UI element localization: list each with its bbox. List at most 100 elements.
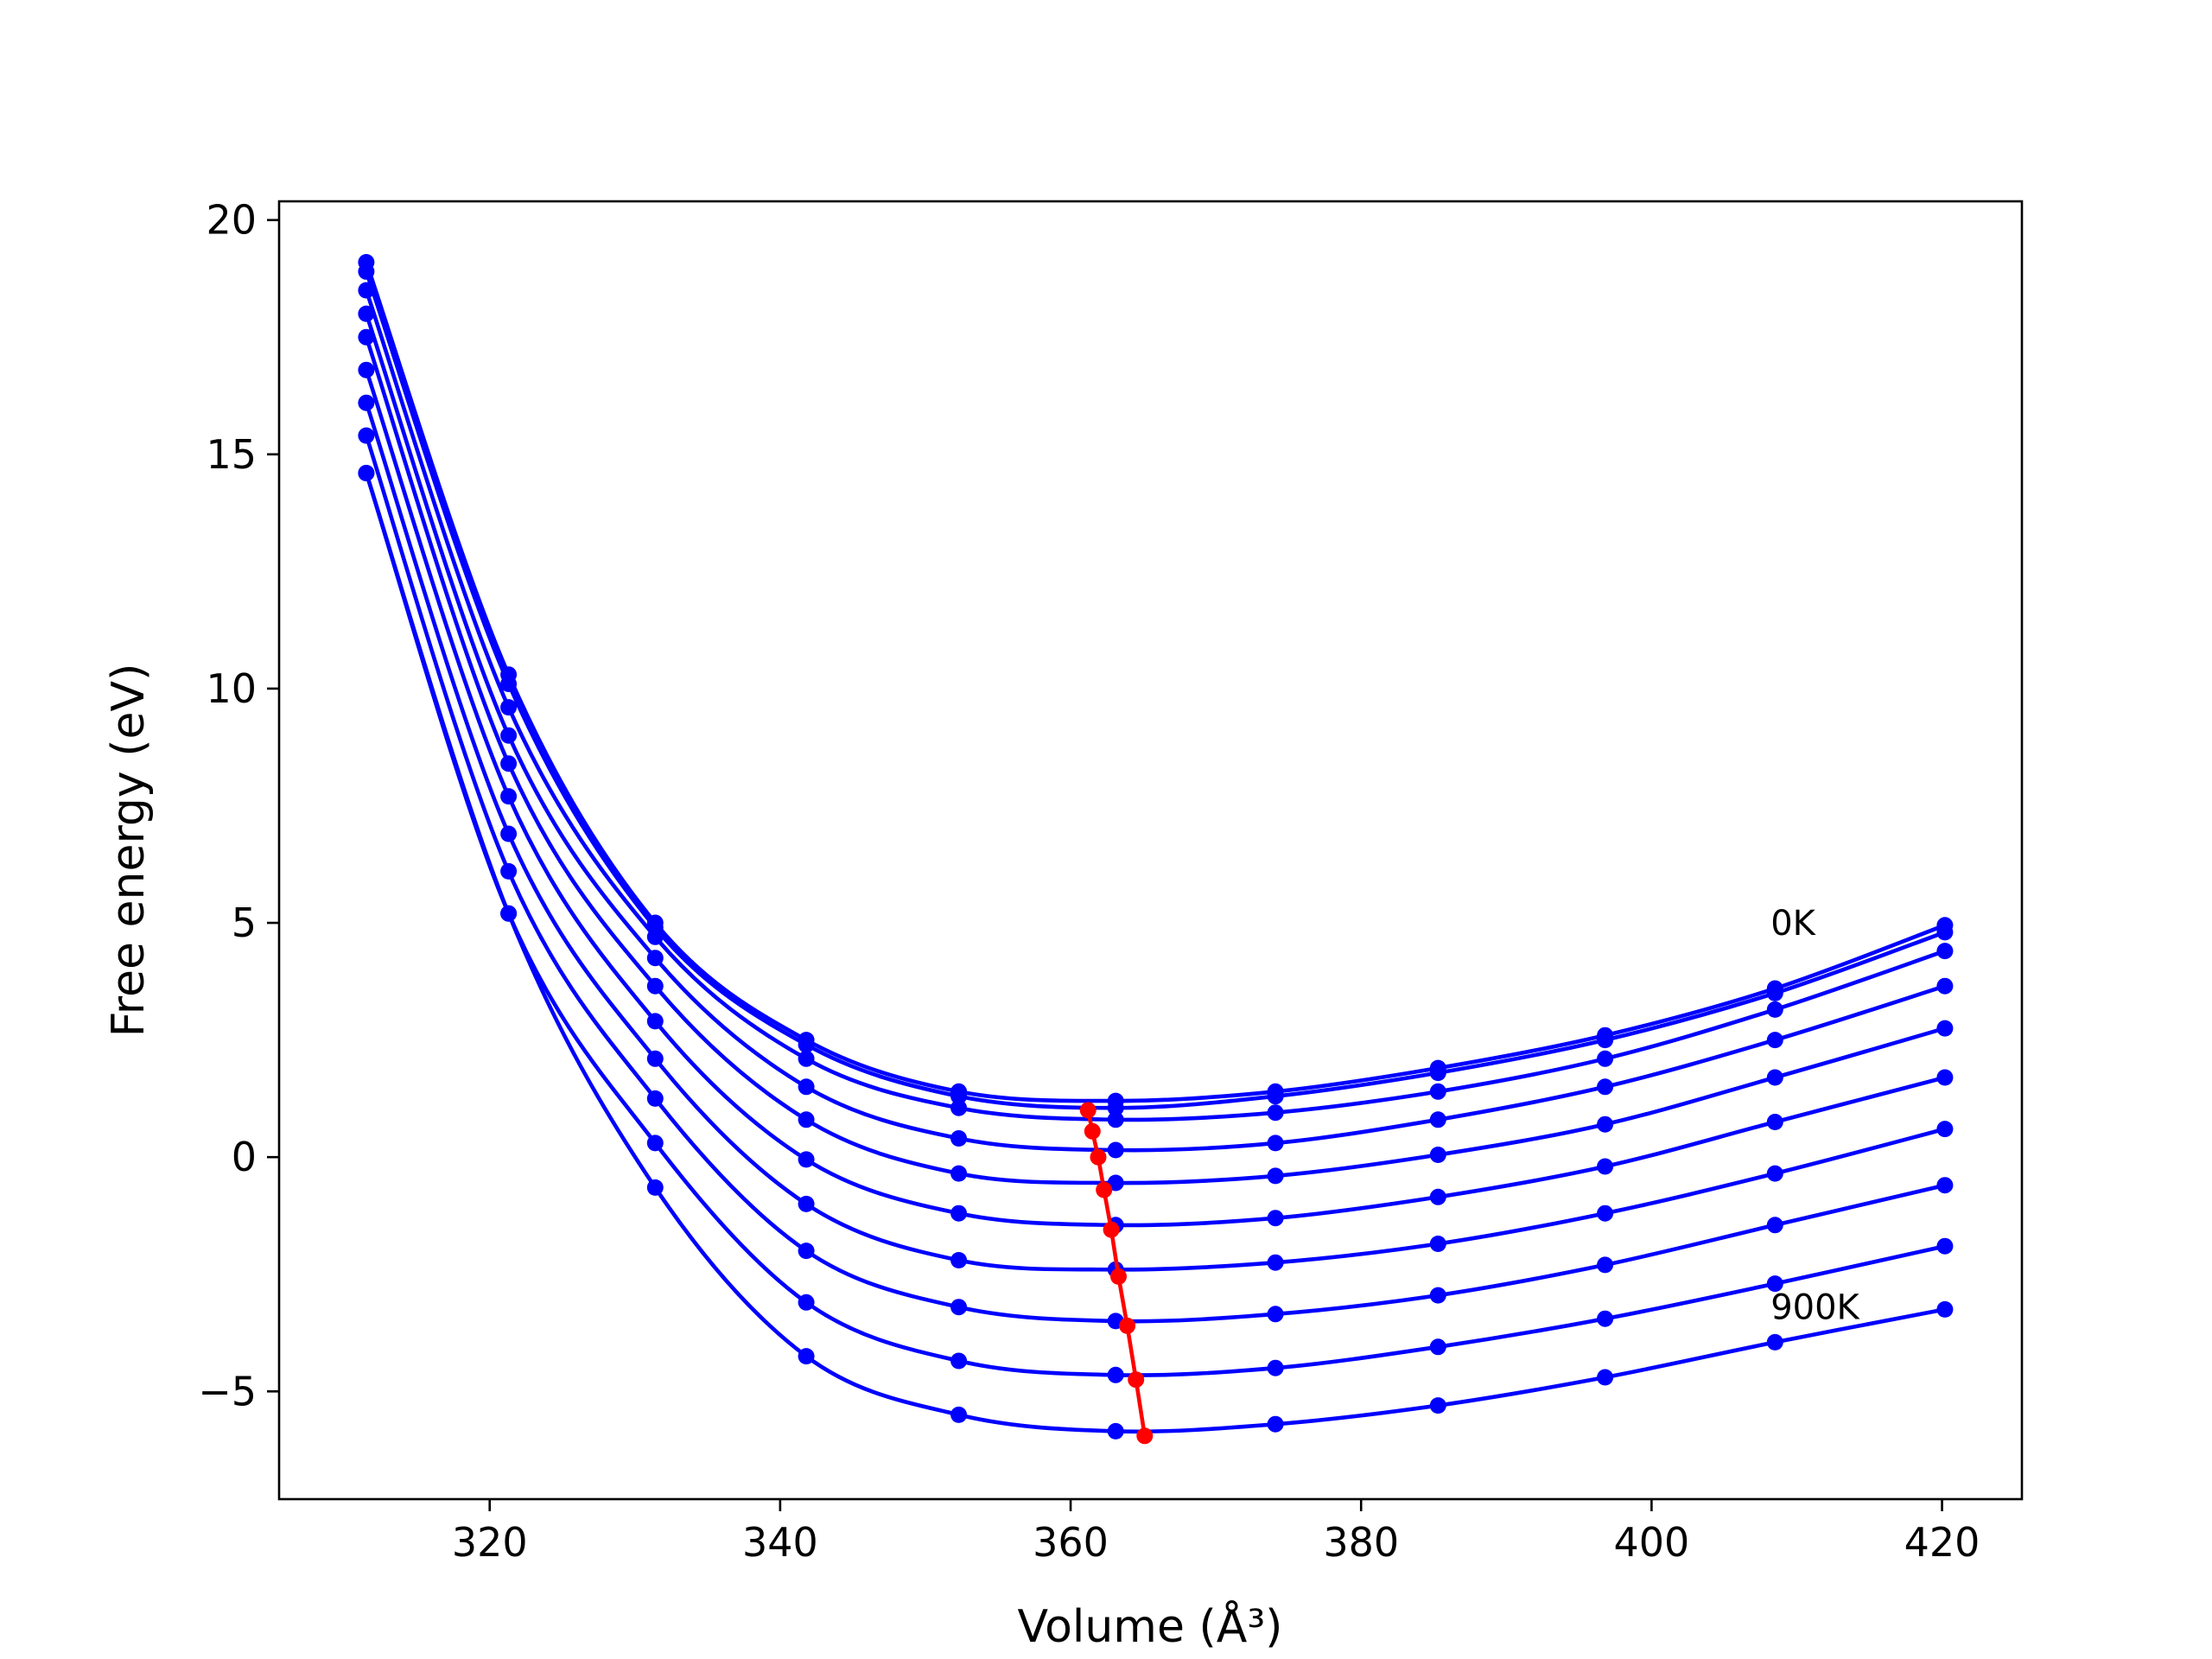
data-point (1597, 1256, 1614, 1274)
point-layer (358, 254, 1954, 1440)
data-point (950, 1165, 968, 1182)
data-point (1107, 1141, 1124, 1159)
x-tick-label: 340 (742, 1519, 818, 1566)
data-point (1597, 1158, 1614, 1175)
data-point (950, 1299, 968, 1316)
annotation-label: 900K (1770, 1288, 1860, 1328)
data-point (1936, 1237, 1954, 1255)
minima-point (1096, 1181, 1113, 1198)
series-line-5 (364, 369, 1946, 1228)
data-point (1936, 1300, 1954, 1318)
data-point (1766, 1069, 1783, 1086)
data-point (1267, 1306, 1284, 1323)
y-tick-label: −5 (198, 1368, 257, 1414)
data-point (500, 788, 518, 805)
data-point (1597, 1050, 1614, 1067)
y-tick-label: 0 (232, 1134, 257, 1180)
data-point (1107, 1099, 1124, 1116)
x-tick-label: 400 (1613, 1519, 1689, 1566)
data-point (1766, 1001, 1783, 1018)
minima-point (1103, 1221, 1120, 1238)
data-point (1267, 1135, 1284, 1152)
data-point (1766, 984, 1783, 1001)
data-point (1597, 1310, 1614, 1327)
data-point (798, 1243, 815, 1260)
data-point (1766, 1275, 1783, 1293)
x-tick-label: 380 (1323, 1519, 1399, 1566)
data-point (646, 950, 664, 967)
data-point (358, 282, 375, 299)
data-point (500, 727, 518, 744)
data-point (1429, 1188, 1446, 1205)
data-point (358, 305, 375, 322)
data-point (1429, 1397, 1446, 1414)
data-point (1936, 943, 1954, 960)
minima-point (1110, 1268, 1127, 1285)
minima-point (1090, 1148, 1107, 1166)
data-point (798, 1151, 815, 1168)
data-point (798, 1348, 815, 1365)
data-point (358, 361, 375, 378)
series-line-6 (364, 402, 1946, 1272)
data-point (950, 1205, 968, 1222)
series-line-3 (364, 313, 1946, 1153)
data-point (798, 1111, 815, 1128)
y-axis-ticks: −5 0 5 10 15 20 (198, 197, 279, 1414)
data-point (646, 1135, 664, 1152)
x-axis-ticks: 320 340 360 380 400 420 (452, 1499, 1980, 1566)
data-point (950, 1252, 968, 1268)
series-line-7 (364, 435, 1946, 1324)
data-point (950, 1130, 968, 1147)
data-point (358, 465, 375, 481)
data-point (646, 1179, 664, 1196)
data-point (950, 1099, 968, 1116)
data-point (950, 1088, 968, 1105)
data-point (1429, 1287, 1446, 1304)
data-point (1936, 1121, 1954, 1138)
data-point (1766, 1217, 1783, 1234)
curve-layer (364, 261, 1946, 1434)
series-line-9 (364, 472, 1946, 1434)
data-point (500, 825, 518, 842)
data-point (646, 1013, 664, 1030)
data-point (1597, 1369, 1614, 1386)
data-point (1766, 1333, 1783, 1351)
minima-point (1119, 1317, 1136, 1334)
data-point (500, 699, 518, 716)
y-tick-label: 10 (206, 665, 257, 712)
data-point (358, 263, 375, 280)
data-point (500, 862, 518, 880)
minima-point (1079, 1102, 1096, 1119)
data-point (1936, 1177, 1954, 1194)
data-point (1429, 1338, 1446, 1356)
data-point (950, 1352, 968, 1370)
data-point (358, 427, 375, 444)
data-point (1766, 1114, 1783, 1130)
data-point (1597, 1078, 1614, 1096)
data-point (1936, 1020, 1954, 1037)
data-point (1267, 1104, 1284, 1122)
data-point (500, 676, 518, 692)
x-axis-label: Volume (Å³) (1018, 1599, 1283, 1653)
x-tick-label: 360 (1033, 1519, 1109, 1566)
data-point (1267, 1088, 1284, 1105)
data-point (798, 1050, 815, 1067)
annotation-layer: 0K 900K (1770, 904, 1860, 1328)
series-line-4 (364, 336, 1946, 1185)
minima-point (1084, 1122, 1101, 1140)
data-point (1429, 1083, 1446, 1100)
data-point (798, 1078, 815, 1096)
series-line-8 (364, 472, 1946, 1377)
data-point (798, 1195, 815, 1212)
y-tick-label: 15 (206, 431, 257, 478)
y-axis-label: Free energy (eV) (103, 664, 155, 1038)
data-point (950, 1406, 968, 1423)
data-point (1107, 1366, 1124, 1383)
data-point (646, 977, 664, 995)
plot-frame (277, 200, 2024, 1501)
data-point (1597, 1032, 1614, 1049)
data-point (798, 1294, 815, 1311)
data-point (1107, 1111, 1124, 1128)
series-line-0 (364, 261, 1946, 1103)
